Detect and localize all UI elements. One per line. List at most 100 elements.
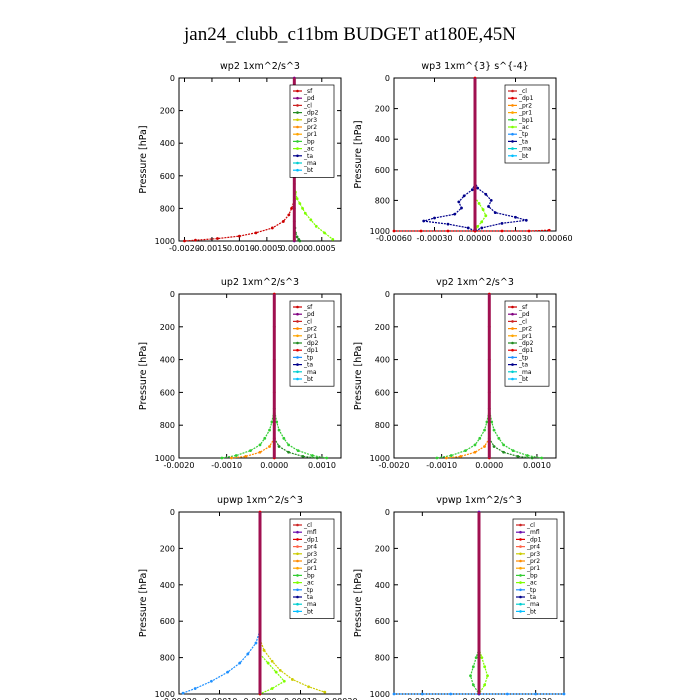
legend-entry: _tp xyxy=(526,587,536,594)
x-tick-label: 0.00030 xyxy=(499,234,532,243)
data-point-sf xyxy=(238,234,241,238)
panel-title: wp3 1xm^{3} s^{-4} xyxy=(421,61,528,72)
legend-marker xyxy=(296,610,299,613)
y-tick-label: 200 xyxy=(160,107,175,116)
data-point-ta xyxy=(422,219,426,223)
data-point-tp xyxy=(226,670,230,674)
data-point-ac xyxy=(301,207,304,210)
data-point-pr2 xyxy=(459,454,463,458)
legend-marker xyxy=(296,118,299,122)
legend-marker xyxy=(511,312,514,316)
x-tick-label: 0.0010 xyxy=(523,461,551,470)
series-line-dp2 xyxy=(488,437,533,459)
legend-entry: _pr2 xyxy=(518,326,532,333)
data-point-dp1 xyxy=(547,228,551,232)
panel-title: vp2 1xm^2/s^3 xyxy=(436,277,514,288)
data-point-ac xyxy=(476,225,480,228)
y-tick-label: 200 xyxy=(375,544,390,553)
legend-entry: _bt xyxy=(518,153,529,160)
series-line-tp xyxy=(182,630,261,694)
y-tick-label: 0 xyxy=(170,74,175,83)
data-point-bp xyxy=(490,420,494,424)
legend-marker xyxy=(296,523,299,527)
x-tick-label: 0.00000 xyxy=(462,697,495,700)
legend-entry: _ac xyxy=(303,580,314,587)
legend-entry: _mfl xyxy=(526,529,540,536)
legend-entry: _pr1 xyxy=(518,110,532,117)
x-tick-label: 0.00020 xyxy=(519,697,552,700)
legend-entry: _ma xyxy=(518,369,532,376)
legend-marker xyxy=(511,154,514,158)
legend-marker xyxy=(511,334,514,338)
data-point-sf xyxy=(281,220,285,223)
legend-entry: _pr2 xyxy=(526,558,540,565)
data-point-pr3 xyxy=(291,678,294,681)
legend-entry: _pr1 xyxy=(526,565,540,572)
data-point-dp2 xyxy=(287,450,290,454)
x-tick-label: 0.00000 xyxy=(243,697,276,700)
legend-marker xyxy=(511,305,514,309)
data-point-bp xyxy=(469,674,472,678)
x-tick-label: -0.00010 xyxy=(202,697,238,700)
legend-entry: _ma xyxy=(303,601,317,608)
legend-entry: _cl xyxy=(303,318,312,325)
data-point-bp xyxy=(249,449,252,453)
legend-marker xyxy=(519,538,522,541)
data-point-dp1 xyxy=(500,229,504,233)
y-tick-label: 800 xyxy=(375,654,390,663)
y-tick-label: 600 xyxy=(375,617,390,626)
panels: wp2 1xm^2/s^302004006008001000-0.0020-0.… xyxy=(138,61,573,700)
legend-entry: _pd xyxy=(303,95,315,102)
series-line-ac xyxy=(259,653,286,695)
legend-marker xyxy=(296,327,299,330)
legend-marker xyxy=(519,610,522,613)
legend-marker xyxy=(296,334,299,338)
legend-marker xyxy=(511,348,514,352)
legend-marker xyxy=(511,104,514,107)
legend-entry: _bt xyxy=(303,167,314,174)
data-point-bp xyxy=(497,436,501,440)
legend-entry: _dp1 xyxy=(526,536,542,543)
data-point-ta xyxy=(484,192,488,196)
legend-entry: _pr2 xyxy=(303,124,317,131)
legend-marker xyxy=(511,132,514,136)
data-point-ta xyxy=(433,216,436,220)
series-line-bp xyxy=(488,408,542,459)
legend-marker xyxy=(296,581,299,584)
y-tick-label: 400 xyxy=(160,581,175,590)
legend-marker xyxy=(296,168,299,172)
legend-marker xyxy=(296,132,299,136)
data-point-ac xyxy=(331,237,335,241)
legend-marker xyxy=(296,595,299,599)
series-line-ac xyxy=(478,648,489,695)
data-point-ta xyxy=(500,221,504,225)
legend-marker xyxy=(511,125,514,129)
data-point-bp xyxy=(287,443,290,447)
x-tick-label: -0.0015 xyxy=(197,244,228,253)
x-tick-label: -0.00020 xyxy=(161,697,197,700)
data-point-ac xyxy=(282,679,286,683)
data-point-bp xyxy=(511,449,515,453)
plot-frame xyxy=(178,293,342,459)
legend-entry: _pr2 xyxy=(303,558,317,565)
panel-title: upwp 1xm^2/s^3 xyxy=(217,495,303,506)
data-point-dp1 xyxy=(392,229,396,233)
y-tick-label: 800 xyxy=(160,421,175,430)
legend-entry: _pr3 xyxy=(303,551,317,558)
y-axis-label: Pressure [hPa] xyxy=(353,569,364,637)
data-point-tp xyxy=(210,679,213,683)
legend-marker xyxy=(511,320,514,323)
data-point-pr2 xyxy=(268,445,271,448)
data-point-ac xyxy=(483,665,487,669)
legend-marker xyxy=(511,147,514,150)
data-point-ta xyxy=(460,206,463,210)
series-line-pr2 xyxy=(231,437,275,459)
legend-entry: _bp xyxy=(526,572,538,579)
data-point-tp xyxy=(181,691,185,695)
data-point-ta xyxy=(487,205,490,208)
data-point-ac xyxy=(480,656,484,659)
legend-entry: _dp2 xyxy=(518,340,534,347)
legend-entry: _dp2 xyxy=(303,110,319,117)
data-point-sf xyxy=(270,226,274,230)
data-point-dp2 xyxy=(277,445,281,448)
